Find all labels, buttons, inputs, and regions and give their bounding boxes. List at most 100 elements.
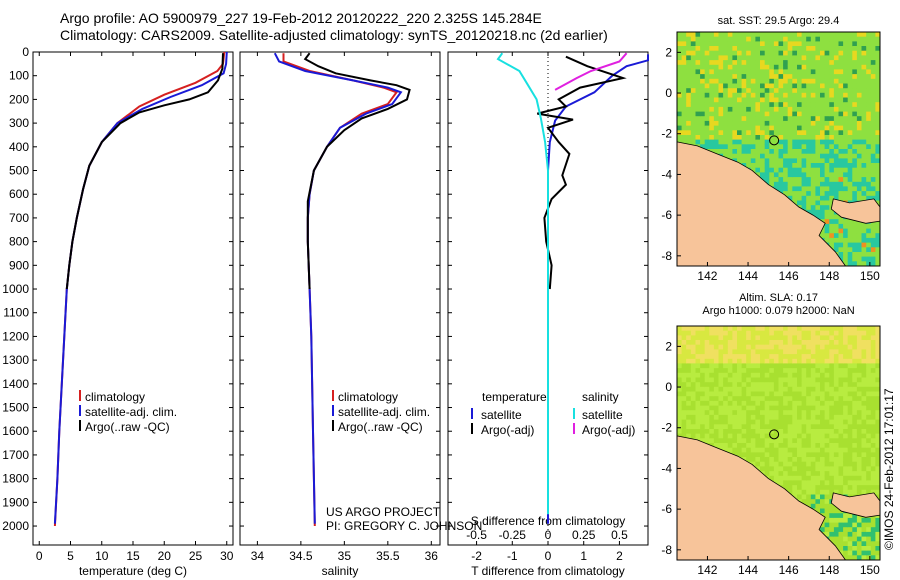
map-cell (686, 349, 692, 355)
map-cell (760, 396, 766, 402)
map-cell (866, 531, 872, 538)
map-cell (797, 400, 803, 407)
map-cell (746, 106, 752, 113)
map-cell (875, 32, 881, 38)
map-cell (727, 354, 733, 360)
map-cell (764, 78, 770, 84)
map-cell (769, 97, 775, 103)
map-cell (792, 433, 798, 439)
map-cell (690, 125, 696, 131)
map-cell (833, 181, 839, 187)
map-cell (829, 443, 835, 449)
map-cell (861, 181, 867, 187)
map-cell (824, 475, 830, 481)
map-cell (769, 438, 775, 444)
map-cell (797, 83, 803, 89)
map-cell (824, 139, 830, 145)
map-cell (806, 489, 812, 495)
map-cell (773, 391, 779, 397)
map-cell (843, 74, 849, 80)
map-cell (797, 172, 803, 178)
lon-tick-label: 144 (738, 563, 758, 577)
map-cell (755, 144, 761, 150)
map-cell (764, 433, 770, 439)
map-cell (870, 555, 876, 561)
map-cell (815, 475, 821, 481)
series-line (496, 52, 549, 515)
map-cell (787, 135, 793, 141)
map-cell (870, 78, 876, 84)
map-cell (843, 438, 849, 444)
map-cell (713, 358, 719, 364)
map-cell (723, 55, 729, 61)
map-cell (695, 92, 701, 98)
map-cell (801, 60, 807, 66)
map-cell (677, 419, 683, 425)
map-cell (833, 242, 839, 248)
map-cell (750, 396, 756, 402)
map-cell (833, 41, 839, 47)
map-cell (824, 144, 830, 150)
map-cell (829, 349, 835, 355)
map-cell (773, 443, 779, 449)
map-cell (843, 228, 849, 234)
map-cell (741, 405, 747, 411)
map-cell (769, 92, 775, 98)
map-cell (764, 410, 770, 416)
map-cell (833, 214, 839, 220)
map-cell (815, 120, 821, 127)
map-cell (737, 410, 743, 416)
map-cell (773, 64, 779, 70)
map-cell (764, 153, 770, 159)
map-cell (824, 172, 830, 178)
map-cell (856, 111, 862, 117)
map-cell (732, 50, 738, 56)
map-cell (820, 391, 826, 397)
map-cell (760, 60, 766, 66)
map-cell (764, 471, 770, 477)
map-cell (727, 135, 733, 141)
map-cell (709, 106, 715, 113)
map-cell (760, 69, 766, 75)
map-cell (801, 377, 807, 383)
map-cell (755, 32, 761, 38)
map-cell (833, 349, 839, 355)
map-cell (700, 116, 706, 122)
map-cell (824, 223, 830, 230)
map-cell (815, 167, 821, 173)
map-cell (852, 163, 858, 169)
map-cell (755, 158, 761, 164)
map-cell (829, 209, 835, 215)
map-cell (709, 377, 715, 383)
map-cell (690, 372, 696, 378)
map-cell (760, 158, 766, 164)
map-cell (815, 163, 821, 169)
map-cell (709, 144, 715, 150)
map-cell (824, 233, 830, 239)
map-cell (783, 60, 789, 66)
map-cell (741, 41, 747, 47)
map-cell (681, 32, 687, 38)
map-cell (843, 517, 849, 524)
map-cell (769, 158, 775, 164)
map-cell (713, 64, 719, 70)
map-cell (769, 452, 775, 458)
map-cell (810, 386, 816, 392)
map-cell (686, 326, 692, 332)
map-cell (727, 433, 733, 439)
map-cell (686, 139, 692, 145)
map-cell (681, 83, 687, 89)
map-cell (723, 64, 729, 70)
map-cell (856, 354, 862, 360)
map-cell (787, 130, 793, 136)
map-cell (829, 186, 835, 192)
map-cell (801, 414, 807, 421)
map-cell (797, 372, 803, 378)
map-cell (801, 167, 807, 173)
map-cell (778, 116, 784, 122)
map-cell (773, 452, 779, 458)
map-cell (718, 116, 724, 122)
map-cell (686, 424, 692, 430)
map-cell (727, 60, 733, 66)
